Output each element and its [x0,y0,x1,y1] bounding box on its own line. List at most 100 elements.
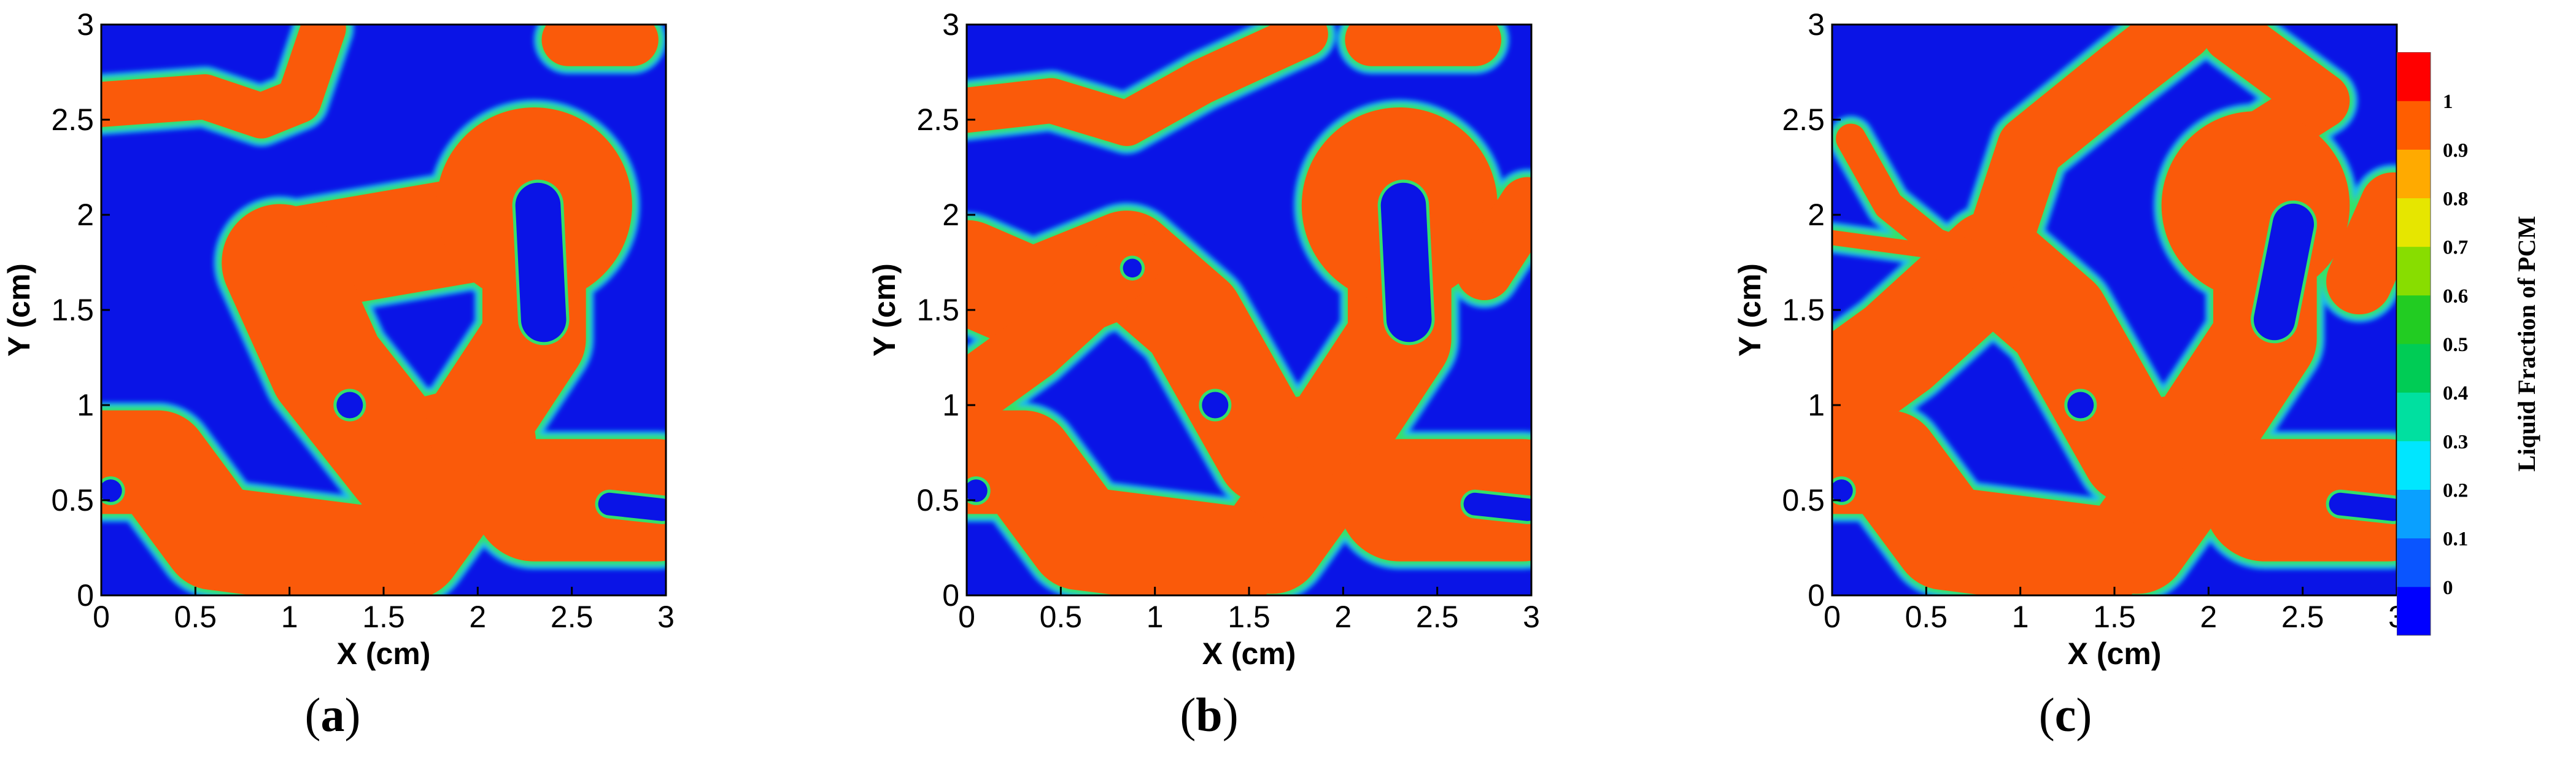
solid-pocket [2253,203,2315,341]
liquid-region [101,410,417,595]
field-group [1832,25,2397,595]
y-tick-label: 1.5 [51,293,94,327]
liquid-region [2161,111,2350,300]
y-tick-label: 0 [942,578,959,613]
colorbar-swatch [2397,586,2431,636]
colorbar-swatch [2397,52,2431,101]
plot-svg-a: 0 0.5 1 1.5 2 2.5 3 0 0.5 1 1.5 2 2.5 3 X (cm) Y (cm) [2,7,675,671]
y-tick-label: 3 [942,7,959,42]
y-tick-label: 3 [1808,7,1825,42]
x-tick-label: 2 [1334,600,1352,634]
colorbar-legend: 0 0.1 0.2 0.3 0.4 0.5 0.6 0.7 0.8 0.9 1 Liquid Frac… [2397,52,2540,636]
y-tick-label: 2 [1808,198,1825,232]
colorbar-tick-label: 0.6 [2443,285,2468,308]
x-tick-label: 2 [2200,600,2217,634]
colorbar-frame [2397,52,2431,636]
x-tick-label: 2.5 [2281,600,2324,634]
x-tick-label: 1 [2012,600,2029,634]
colorbar-tick-label: 1 [2443,91,2453,113]
colorbar-swatch [2397,198,2431,247]
y-tick-label: 1 [942,388,959,422]
y-tick-label: 2.5 [916,103,959,137]
solid-pocket [1123,258,1142,278]
panel-a: 0 0.5 1 1.5 2 2.5 3 0 0.5 1 1.5 2 2.5 3 X (cm) Y (cm) (… [0,0,687,766]
liquid-region [222,204,536,595]
liquid-layer [1832,25,2397,595]
colorbar-swatch [2397,489,2431,539]
liquid-region [1836,123,2008,278]
colorbar-swatch [2397,538,2431,587]
liquid-region [1959,25,2213,296]
solid-pocket [101,479,122,502]
colorbar-tick-label: 0.1 [2443,528,2468,551]
y-tick-label: 2.5 [51,103,94,137]
panel-label-text: a [320,688,345,741]
y-axis-title: Y (cm) [1733,263,1767,357]
y-tick-label: 0.5 [916,483,959,517]
liquid-region [967,410,1282,595]
y-tick-label: 1.5 [1782,293,1825,327]
panel-label-a: (a) [304,688,361,741]
x-tick-label: 1.5 [362,600,405,634]
y-tick-label: 2 [77,198,94,232]
y-tick-label: 0.5 [51,483,94,517]
x-tick-label: 0 [1824,600,1841,634]
x-axis-title: X (cm) [1202,636,1296,671]
x-tick-label: 1 [281,600,298,634]
panel-label-b: (b) [1180,688,1239,741]
x-tick-label: 0 [93,600,110,634]
panel-label-text: b [1196,688,1223,741]
y-tick-label: 0 [1808,578,1825,613]
colorbar-tick-label: 0.9 [2443,139,2468,161]
y-tick-label: 1.5 [916,293,959,327]
solid-pocket [598,492,666,521]
colorbar-swatch [2397,441,2431,490]
x-axis-title: X (cm) [337,636,431,671]
solid-pocket [1832,479,1853,502]
x-axis-title: X (cm) [2068,636,2162,671]
colorbar-swatch [2397,246,2431,296]
x-tick-label: 2 [469,600,486,634]
solid-pocket [2329,492,2397,521]
y-tick-label: 2.5 [1782,103,1825,137]
liquid-region [2326,172,2397,315]
liquid-region [967,25,1328,146]
solid-pocket [336,392,363,419]
colorbar-swatch [2397,392,2431,441]
solid-pocket [967,479,988,502]
liquid-region [1832,410,2148,595]
x-tick-label: 1.5 [2093,600,2136,634]
panel-b: 0 0.5 1 1.5 2 2.5 3 0 0.5 1 1.5 2 2.5 3 X (cm) Y (cm) (… [865,0,1553,766]
colorbar-tick-label: 0.7 [2443,237,2468,259]
solid-pocket [515,182,567,342]
y-axis-title: Y (cm) [2,263,36,357]
y-axis-title: Y (cm) [867,263,902,357]
colorbar-tick-label: 0.5 [2443,334,2468,356]
y-tick-label: 0 [77,578,94,613]
field-group [101,25,666,595]
y-tick-label: 0.5 [1782,483,1825,517]
colorbar-tick-label: 0.8 [2443,188,2468,211]
solid-pocket-layer [967,179,1531,524]
panel-label-c: (c) [2038,688,2092,741]
y-tick-label: 1 [1808,388,1825,422]
solid-pocket [1463,492,1531,521]
x-tick-label: 0 [958,600,975,634]
panel-label-text: c [2054,688,2076,741]
colorbar-swatch [2397,344,2431,393]
x-tick-label: 2.5 [1416,600,1459,634]
x-tick-label: 1 [1147,600,1164,634]
x-tick-label: 2.5 [551,600,594,634]
field-group [967,25,1531,595]
liquid-region [1832,230,1953,261]
colorbar-tick-label: 0.3 [2443,431,2468,453]
x-tick-label: 3 [1523,600,1540,634]
solid-pocket [2067,392,2094,419]
solid-pocket-layer [1832,200,2397,524]
y-tick-label: 1 [77,388,94,422]
y-tick-label: 3 [77,7,94,42]
colorbar-swatch [2397,149,2431,198]
colorbar-swatch [2397,295,2431,344]
